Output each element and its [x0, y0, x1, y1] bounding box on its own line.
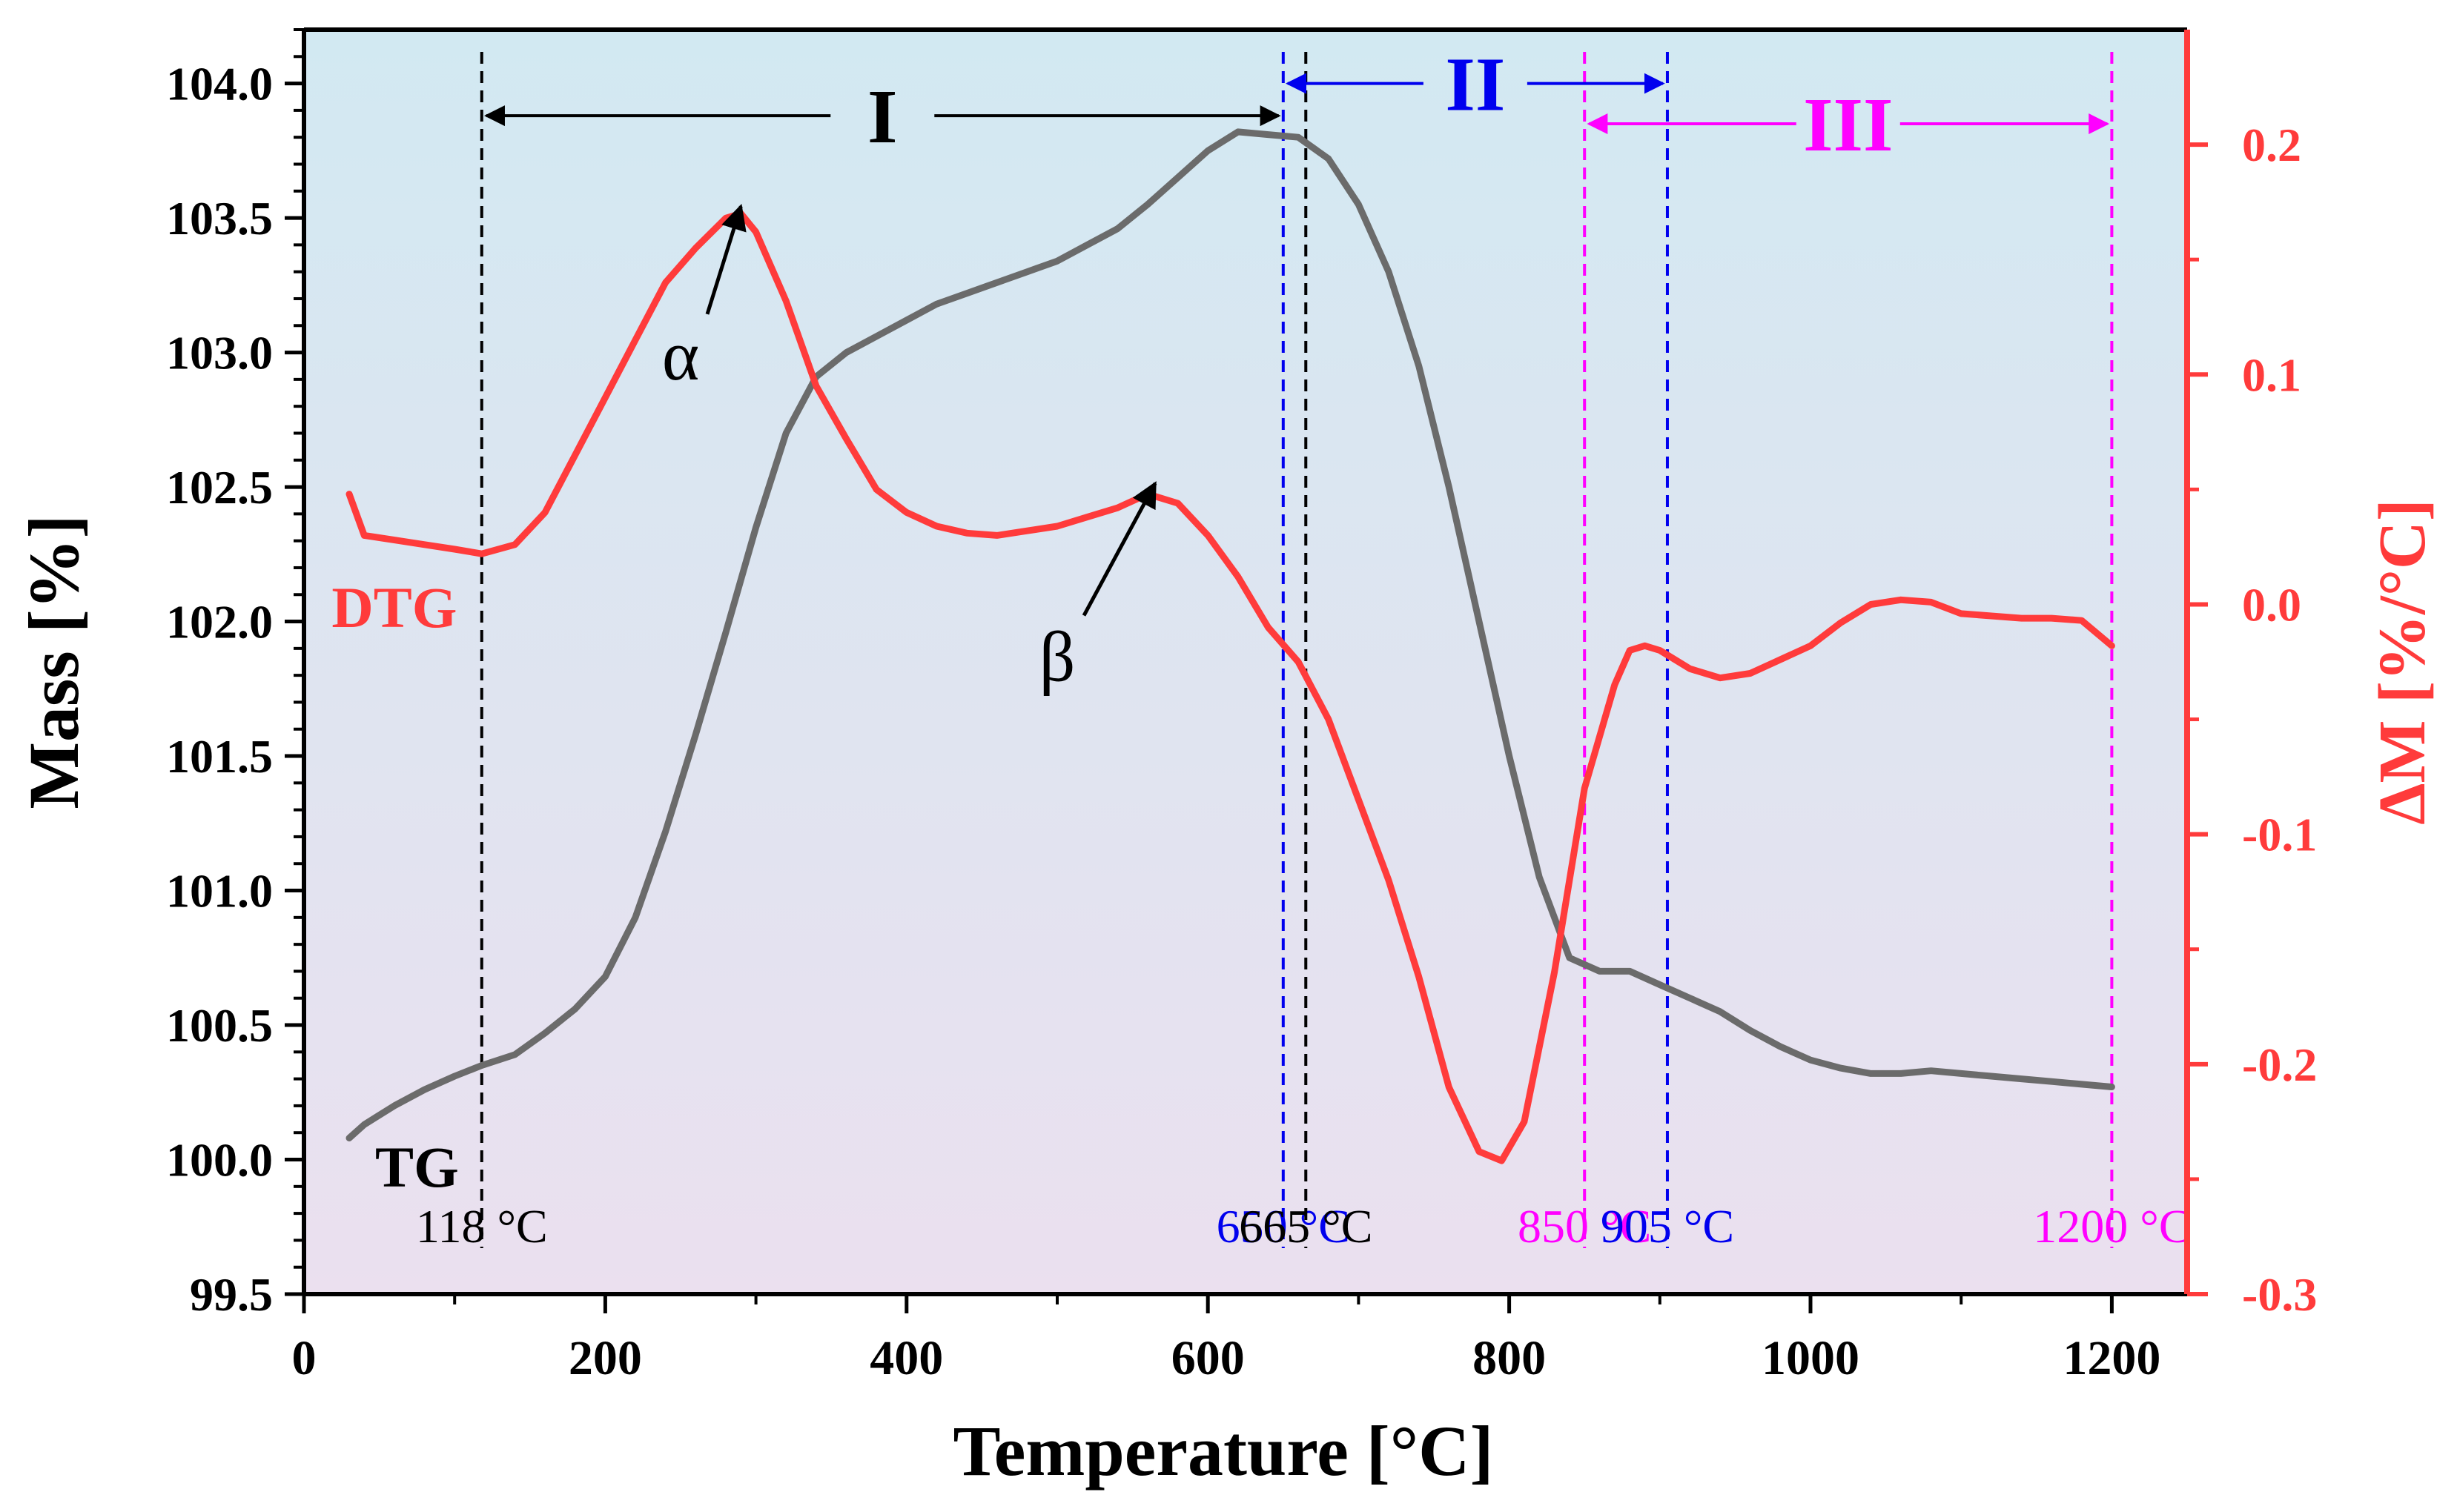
x-axis-title: Temperature [°C]: [953, 1411, 1494, 1491]
x-tick-label: 800: [1472, 1331, 1546, 1385]
y-tick-label: 101.0: [166, 865, 273, 918]
y-tick-label: 102.0: [166, 596, 273, 649]
vline-label-850: 850 °C: [1518, 1200, 1651, 1253]
vline-label-118: 118 °C: [416, 1200, 548, 1253]
x-tick-label: 1000: [1762, 1331, 1859, 1385]
series-label-tg: TG: [375, 1135, 459, 1199]
y-tick-label: 102.5: [166, 461, 273, 514]
y2-tick-label: -0.2: [2242, 1038, 2317, 1091]
x-tick-label: 200: [569, 1331, 642, 1385]
y2-tick-label: 0.2: [2242, 119, 2301, 171]
y-tick-label: 99.5: [190, 1268, 273, 1321]
vline-label-905: 905 °C: [1601, 1200, 1734, 1253]
y2-tick-label: -0.3: [2242, 1268, 2317, 1321]
x-tick-label: 0: [292, 1331, 317, 1385]
region-label-II: II: [1445, 42, 1505, 127]
y-tick-label: 103.5: [166, 192, 273, 245]
y-tick-label: 104.0: [166, 58, 273, 110]
annotation-arrow-α: [705, 203, 747, 315]
y2-tick-label: 0.0: [2242, 578, 2301, 631]
annotation-label: β: [1039, 617, 1076, 696]
annotation-label: α: [662, 316, 699, 395]
region-label-III: III: [1803, 82, 1893, 168]
y-axis-title: Mass [%]: [14, 514, 93, 809]
y-tick-label: 101.5: [166, 730, 273, 783]
x-tick-label: 400: [870, 1331, 943, 1385]
y2-axis-title: ΔM [%/°C]: [2366, 499, 2439, 825]
series-tg-line: [345, 128, 2115, 1141]
y-tick-label: 100.0: [166, 1134, 273, 1187]
annotation-arrow-β: [1082, 481, 1157, 617]
y-tick-label: 100.5: [166, 999, 273, 1052]
vline-label-1200: 1200 °C: [2033, 1200, 2190, 1253]
region-label-I: I: [867, 74, 897, 159]
x-tick-label: 1200: [2063, 1331, 2160, 1385]
x-tick-label: 600: [1171, 1331, 1245, 1385]
vline-label-665: 665 °C: [1239, 1200, 1372, 1253]
plot-background: [304, 30, 2187, 1294]
y2-tick-label: -0.1: [2242, 809, 2317, 861]
series-label-dtg: DTG: [331, 575, 457, 640]
y2-tick-label: 0.1: [2242, 348, 2301, 401]
y-tick-label: 103.0: [166, 327, 273, 379]
series-dtg-line: [345, 210, 2115, 1164]
vline-label-650: 650 °C: [1217, 1200, 1350, 1253]
